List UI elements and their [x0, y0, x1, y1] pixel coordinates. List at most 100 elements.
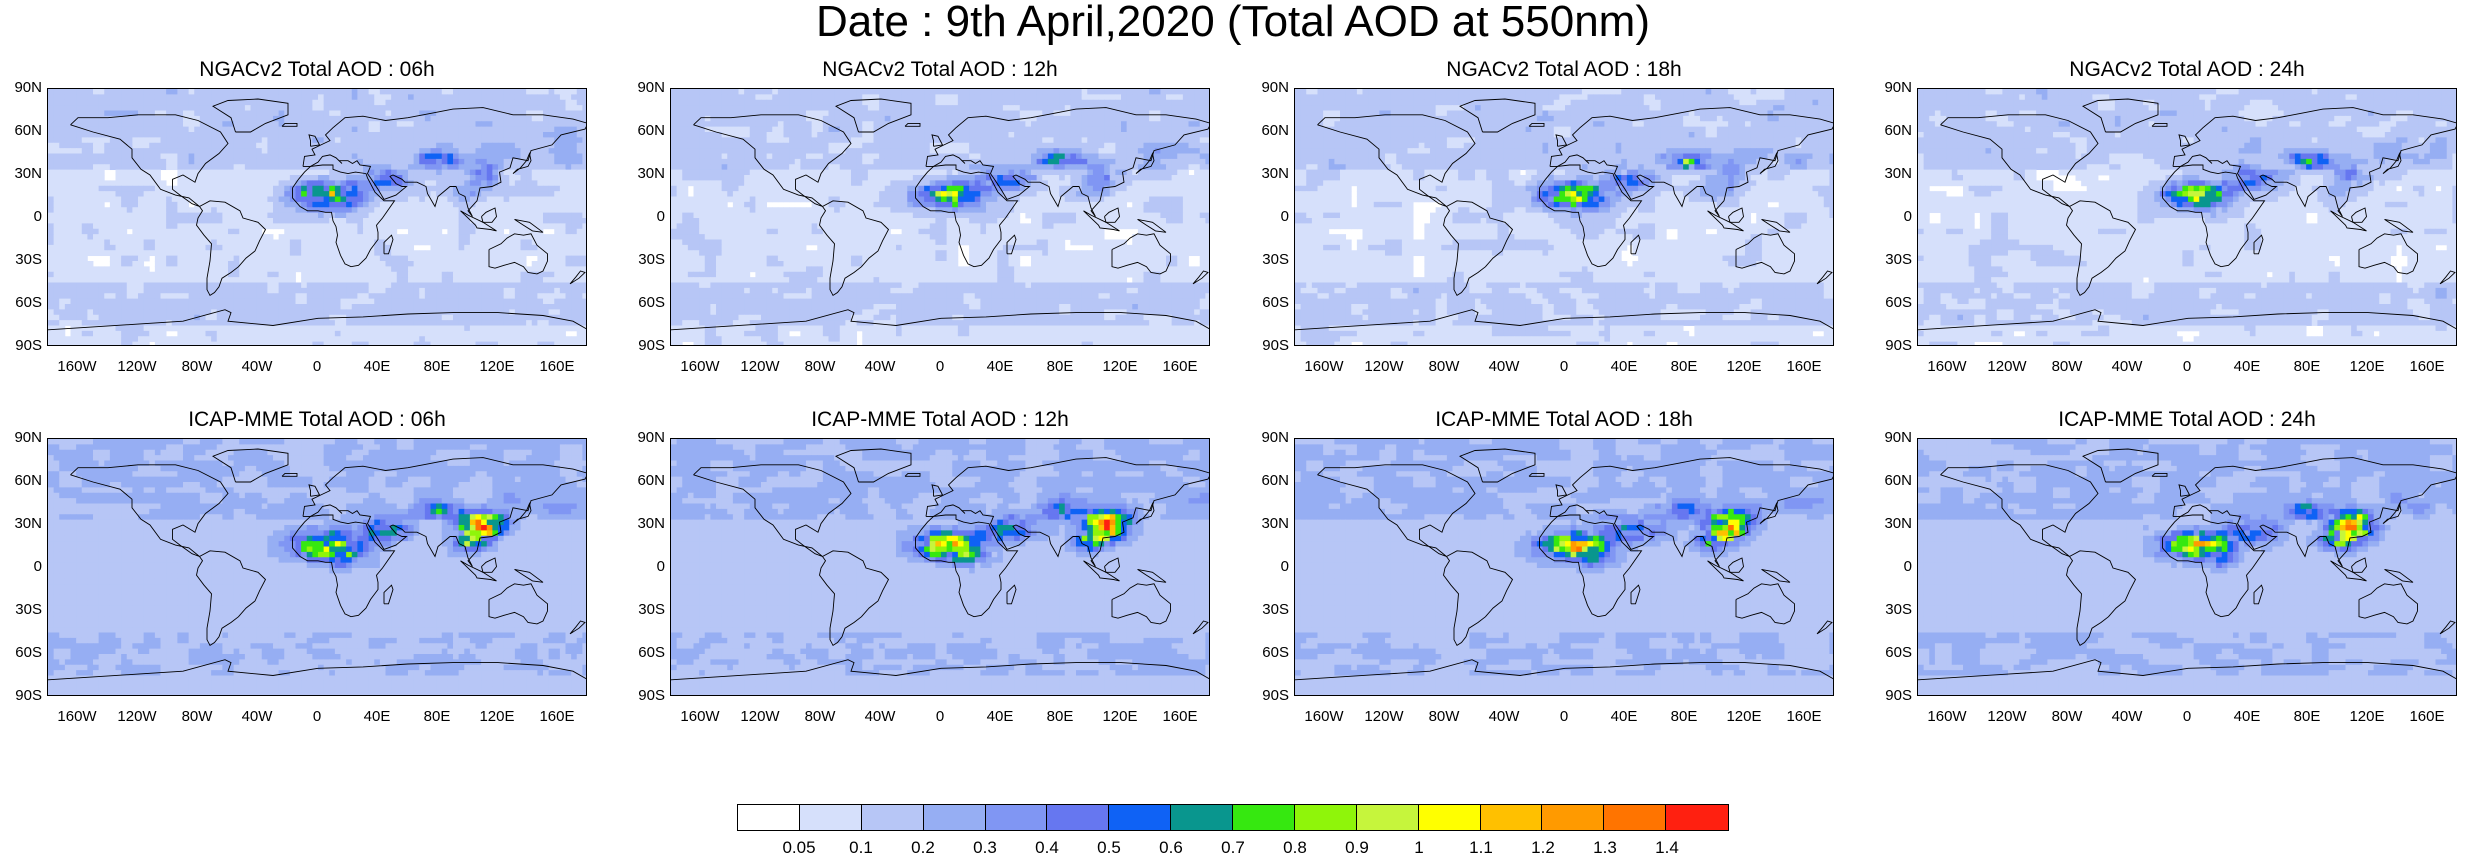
lon-tick-label: 80E: [2277, 359, 2337, 375]
lat-tick-label: 60N: [0, 473, 42, 489]
lon-tick-label: 40E: [347, 359, 407, 375]
aod-field: [48, 89, 587, 346]
map-frame: [47, 88, 587, 346]
lat-tick-label: 60S: [1868, 295, 1912, 311]
lon-tick-label: 160W: [1917, 359, 1977, 375]
lat-tick-label: 60S: [1245, 295, 1289, 311]
panel-title: NGACv2 Total AOD : 18h: [1284, 59, 1844, 81]
lat-tick-label: 60S: [0, 295, 42, 311]
lat-tick-label: 0: [621, 559, 665, 575]
lon-tick-label: 40W: [2097, 709, 2157, 725]
aod-field: [671, 89, 1210, 346]
lat-tick-label: 30N: [621, 516, 665, 532]
aod-map-svg: [1295, 439, 1834, 696]
colorbar-label: 0.7: [1208, 839, 1258, 857]
lon-tick-label: 80E: [2277, 709, 2337, 725]
colorbar-swatch: [986, 805, 1048, 830]
lon-tick-label: 80W: [790, 709, 850, 725]
aod-field: [1918, 439, 2457, 696]
lon-tick-label: 160E: [2397, 359, 2457, 375]
lon-tick-label: 160W: [670, 359, 730, 375]
lon-tick-label: 160E: [1774, 359, 1834, 375]
colorbar-label: 0.6: [1146, 839, 1196, 857]
colorbar-swatch: [738, 805, 800, 830]
lat-tick-label: 60N: [1245, 473, 1289, 489]
lon-tick-label: 80E: [1654, 709, 1714, 725]
lon-tick-label: 160W: [1917, 709, 1977, 725]
lat-tick-label: 30S: [0, 602, 42, 618]
lon-tick-label: 80E: [407, 359, 467, 375]
lon-tick-label: 80W: [1414, 359, 1474, 375]
lon-tick-label: 120E: [467, 359, 527, 375]
aod-map-svg: [48, 439, 587, 696]
figure-title: Date : 9th April,2020 (Total AOD at 550n…: [0, 0, 2466, 44]
lat-tick-label: 0: [0, 559, 42, 575]
map-frame: [670, 88, 1210, 346]
lat-tick-label: 60S: [0, 645, 42, 661]
lon-tick-label: 120W: [1354, 359, 1414, 375]
lon-tick-label: 40E: [347, 709, 407, 725]
lon-tick-label: 0: [1534, 359, 1594, 375]
panel-title: ICAP-MME Total AOD : 12h: [660, 409, 1220, 431]
panel-title: NGACv2 Total AOD : 24h: [1907, 59, 2466, 81]
colorbar-label: 0.8: [1270, 839, 1320, 857]
lat-tick-label: 60N: [621, 123, 665, 139]
lon-tick-label: 80W: [167, 359, 227, 375]
lat-tick-label: 0: [1868, 559, 1912, 575]
lon-tick-label: 40W: [850, 709, 910, 725]
lon-tick-label: 40W: [227, 709, 287, 725]
aod-map-svg: [671, 89, 1210, 346]
lat-tick-label: 60N: [1245, 123, 1289, 139]
lat-tick-label: 30N: [1868, 166, 1912, 182]
aod-field: [48, 439, 587, 696]
lat-tick-label: 30N: [1245, 166, 1289, 182]
lat-tick-label: 0: [1245, 559, 1289, 575]
colorbar-label: 0.3: [960, 839, 1010, 857]
map-frame: [47, 438, 587, 696]
aod-colorbar: [737, 804, 1729, 831]
panel-title: NGACv2 Total AOD : 12h: [660, 59, 1220, 81]
lat-tick-label: 90S: [1245, 688, 1289, 704]
lon-tick-label: 160W: [47, 709, 107, 725]
lat-tick-label: 30N: [1868, 516, 1912, 532]
colorbar-label: 0.1: [836, 839, 886, 857]
lat-tick-label: 0: [0, 209, 42, 225]
lat-tick-label: 30S: [0, 252, 42, 268]
lon-tick-label: 120E: [1090, 359, 1150, 375]
lat-tick-label: 30S: [1245, 252, 1289, 268]
colorbar-label: 1.4: [1642, 839, 1692, 857]
lon-tick-label: 0: [2157, 359, 2217, 375]
lon-tick-label: 120W: [730, 359, 790, 375]
lat-tick-label: 30S: [621, 602, 665, 618]
lat-tick-label: 30N: [1245, 516, 1289, 532]
colorbar-swatch: [1109, 805, 1171, 830]
lon-tick-label: 80W: [1414, 709, 1474, 725]
lat-tick-label: 90S: [1868, 688, 1912, 704]
lat-tick-label: 30N: [0, 516, 42, 532]
lat-tick-label: 60N: [1868, 123, 1912, 139]
aod-map-svg: [1918, 89, 2457, 346]
lon-tick-label: 40E: [2217, 359, 2277, 375]
lon-tick-label: 40E: [970, 709, 1030, 725]
aod-map-svg: [1295, 89, 1834, 346]
colorbar-swatch: [1419, 805, 1481, 830]
lat-tick-label: 90N: [0, 80, 42, 96]
lat-tick-label: 90N: [621, 80, 665, 96]
lon-tick-label: 80W: [2037, 359, 2097, 375]
colorbar-swatch: [924, 805, 986, 830]
lon-tick-label: 40W: [1474, 709, 1534, 725]
aod-field: [1295, 89, 1834, 346]
colorbar-label: 0.4: [1022, 839, 1072, 857]
lon-tick-label: 120W: [107, 709, 167, 725]
lat-tick-label: 30N: [621, 166, 665, 182]
aod-field: [1295, 439, 1834, 696]
map-frame: [670, 438, 1210, 696]
colorbar-swatch: [1481, 805, 1543, 830]
lon-tick-label: 120W: [730, 709, 790, 725]
lon-tick-label: 160E: [1150, 359, 1210, 375]
lon-tick-label: 80E: [407, 709, 467, 725]
lon-tick-label: 40W: [2097, 359, 2157, 375]
map-frame: [1917, 88, 2457, 346]
lat-tick-label: 90N: [1245, 80, 1289, 96]
lat-tick-label: 30N: [0, 166, 42, 182]
